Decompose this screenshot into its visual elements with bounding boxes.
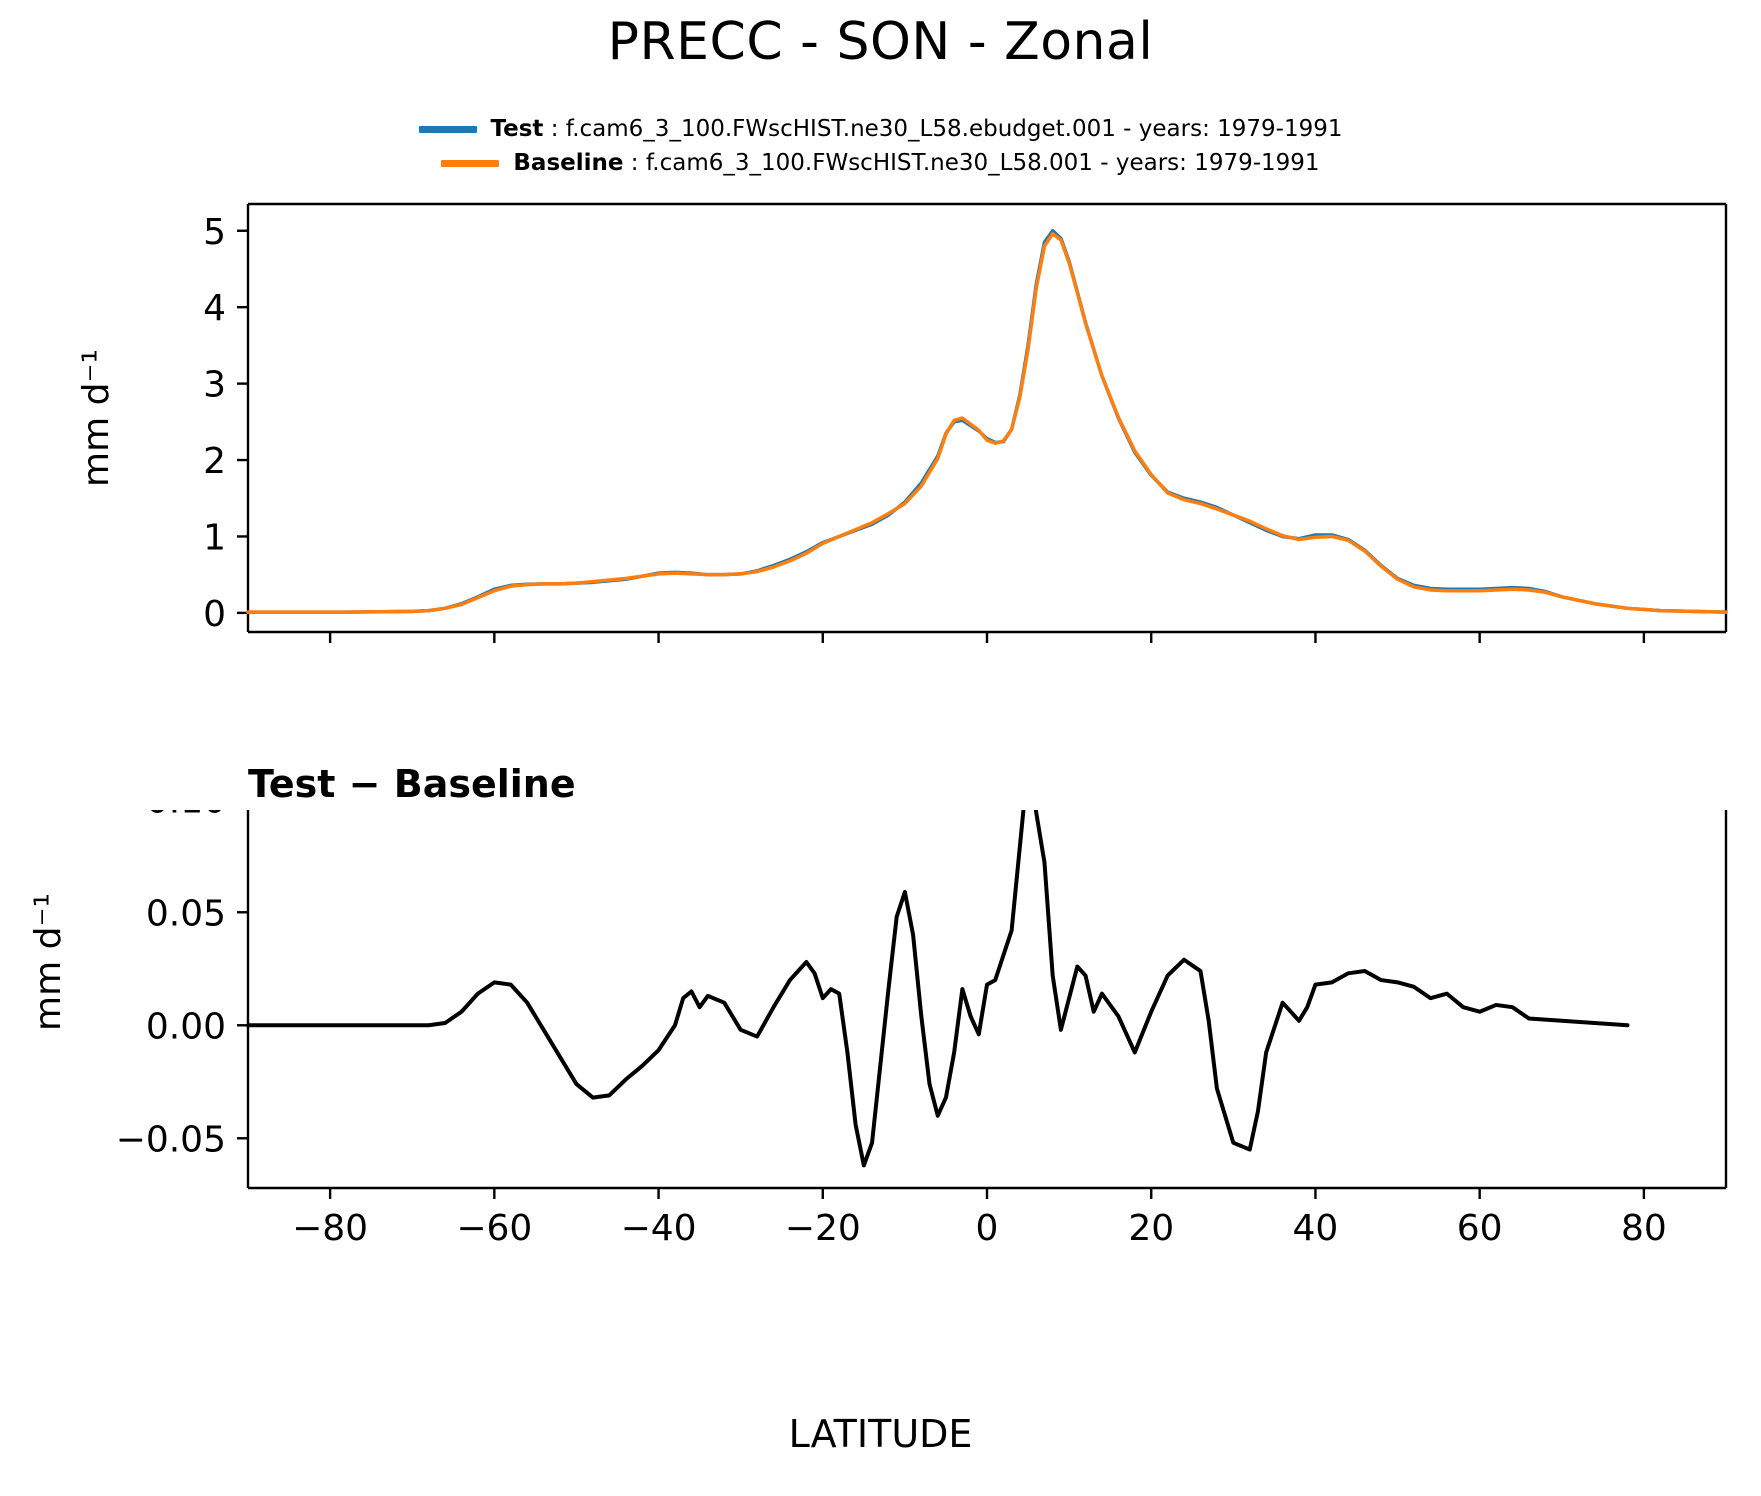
legend-description-baseline: f.cam6_3_100.FWscHIST.ne30_L58.001 - yea…	[645, 149, 1320, 176]
difference-subtitle: Test − Baseline	[248, 762, 576, 806]
legend-name-test: Test	[490, 115, 544, 142]
x-tick-label: 60	[1457, 1208, 1503, 1249]
legend-entry-baseline: Baseline : f.cam6_3_100.FWscHIST.ne30_L5…	[0, 146, 1761, 180]
x-tick-label: −80	[292, 1208, 368, 1249]
y-tick-label: 0.00	[146, 1006, 226, 1047]
x-tick-label: −60	[456, 1208, 532, 1249]
legend-description-test: f.cam6_3_100.FWscHIST.ne30_L58.ebudget.0…	[565, 115, 1343, 142]
axes-background	[248, 204, 1726, 632]
axes-background	[248, 736, 1726, 1188]
zonal-mean-panel: 0 1 2 3 4 5 mm d⁻¹	[0, 180, 1761, 680]
x-tick-label: 80	[1621, 1208, 1667, 1249]
legend-swatch-baseline	[441, 159, 500, 167]
legend-label-baseline: Baseline : f.cam6_3_100.FWscHIST.ne30_L5…	[513, 149, 1320, 176]
y-tick-label: 3	[203, 365, 226, 406]
y-tick-label: 0.05	[146, 893, 226, 934]
series-line-baseline	[246, 232, 1728, 614]
x-tick-label: 40	[1293, 1208, 1339, 1249]
y-tick-label: 0.10	[146, 810, 226, 821]
zonal-mean-plot: 0 1 2 3 4 5 mm d⁻¹	[76, 202, 1728, 643]
y-axis-label: mm d⁻¹	[76, 349, 117, 487]
y-tick-label: 2	[203, 441, 226, 482]
legend-entry-test: Test : f.cam6_3_100.FWscHIST.ne30_L58.eb…	[0, 112, 1761, 146]
difference-panel: −80 −60 −40 −20 0 20 40 60 80 −0.05 0.00 0.05 0.10 mm…	[0, 734, 1761, 1390]
y-tick-label: −0.05	[116, 1119, 226, 1160]
legend-separator-test: :	[543, 115, 566, 142]
legend-swatch-test	[418, 125, 477, 133]
series-line-test-baseline	[246, 761, 1630, 1168]
legend-name-baseline: Baseline	[513, 149, 624, 176]
y-tick-label: 5	[203, 212, 226, 253]
legend-label-test: Test : f.cam6_3_100.FWscHIST.ne30_L58.eb…	[490, 115, 1343, 142]
xaxis-title: LATITUDE	[788, 1412, 973, 1456]
x-tick-label: −20	[785, 1208, 861, 1249]
x-tick-label: 20	[1128, 1208, 1174, 1249]
y-tick-label: 4	[203, 288, 226, 329]
figure-title: PRECC - SON - Zonal	[607, 12, 1154, 72]
y-axis-label: mm d⁻¹	[28, 893, 69, 1031]
x-tick-label: 0	[976, 1208, 999, 1249]
y-tick-label: 0	[203, 594, 226, 635]
legend-separator-baseline: :	[623, 149, 646, 176]
legend: Test : f.cam6_3_100.FWscHIST.ne30_L58.eb…	[0, 112, 1761, 180]
difference-plot: −80 −60 −40 −20 0 20 40 60 80 −0.05 0.00 0.05 0.10 mm…	[28, 734, 1728, 1249]
y-tick-label: 1	[203, 517, 226, 558]
x-tick-label: −40	[621, 1208, 697, 1249]
